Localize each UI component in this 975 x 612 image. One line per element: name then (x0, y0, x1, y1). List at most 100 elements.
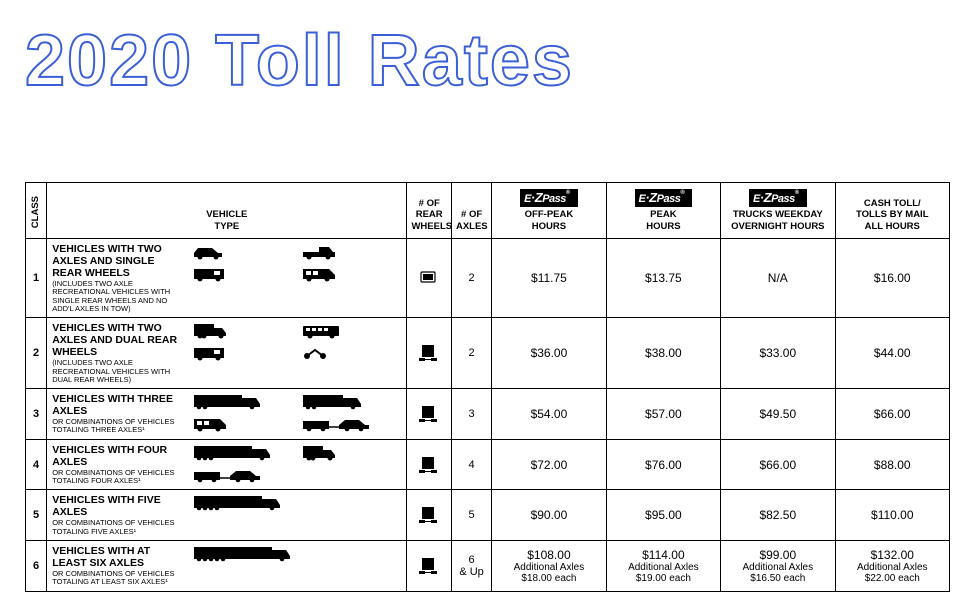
table-row: 2 VEHICLES WITH TWO AXLES AND DUAL REAR … (26, 318, 950, 389)
price-offpeak: $108.00Additional Axles$18.00 each (492, 540, 606, 591)
price-overnight: $33.00 (721, 318, 835, 389)
axle-count: 2 (451, 318, 491, 389)
header-overnight: E·ZPass® TRUCKS WEEKDAYOVERNIGHT HOURS (721, 183, 835, 239)
rear-wheel-icon-cell (407, 439, 452, 490)
price-overnight: $82.50 (721, 490, 835, 541)
vehicle-icon (192, 322, 293, 340)
toll-rate-table: CLASS VEHICLETYPE # OFREARWHEELS # OFAXL… (25, 182, 950, 592)
vehicle-icon (192, 243, 293, 261)
table-row: 5 VEHICLES WITH FIVE AXLES OR COMBINATIO… (26, 490, 950, 541)
vehicle-type-main: VEHICLES WITH THREE AXLES (52, 393, 182, 417)
vehicle-type-cell: VEHICLES WITH FIVE AXLES OR COMBINATIONS… (47, 490, 407, 541)
axle-count: 6& Up (451, 540, 491, 591)
class-number: 2 (26, 318, 47, 389)
price-offpeak: $72.00 (492, 439, 606, 490)
vehicle-type-main: VEHICLES WITH AT LEAST SIX AXLES (52, 545, 182, 569)
vehicle-icon (192, 265, 293, 283)
class-number: 5 (26, 490, 47, 541)
axle-count: 3 (451, 389, 491, 440)
vehicle-type-main: VEHICLES WITH FIVE AXLES (52, 494, 182, 518)
rear-wheel-icon-cell (407, 318, 452, 389)
vehicle-icon (192, 415, 293, 433)
vehicle-type-sub: OR COMBINATIONS OF VEHICLES TOTALING THR… (52, 418, 182, 435)
price-overnight: $99.00Additional Axles$16.50 each (721, 540, 835, 591)
vehicle-icon (301, 265, 402, 283)
header-peak: E·ZPass® PEAKHOURS (606, 183, 720, 239)
rear-wheel-icon-cell (407, 389, 452, 440)
vehicle-icon (301, 344, 402, 362)
header-class: CLASS (26, 183, 47, 239)
rear-wheel-icon-cell (407, 540, 452, 591)
price-cash: $132.00Additional Axles$22.00 each (835, 540, 949, 591)
vehicle-icon (301, 393, 402, 411)
price-offpeak: $90.00 (492, 490, 606, 541)
table-row: 6 VEHICLES WITH AT LEAST SIX AXLES OR CO… (26, 540, 950, 591)
vehicle-type-main: VEHICLES WITH TWO AXLES AND SINGLE REAR … (52, 243, 182, 279)
price-peak: $57.00 (606, 389, 720, 440)
table-row: 3 VEHICLES WITH THREE AXLES OR COMBINATI… (26, 389, 950, 440)
table-header-row: CLASS VEHICLETYPE # OFREARWHEELS # OFAXL… (26, 183, 950, 239)
rear-wheel-icon (412, 455, 446, 475)
table-row: 4 VEHICLES WITH FOUR AXLES OR COMBINATIO… (26, 439, 950, 490)
price-peak: $76.00 (606, 439, 720, 490)
vehicle-icon (192, 444, 293, 462)
vehicle-type-cell: VEHICLES WITH TWO AXLES AND DUAL REAR WH… (47, 318, 407, 389)
rear-wheel-icon-cell (407, 490, 452, 541)
rear-wheel-icon-cell (407, 238, 452, 317)
class-number: 4 (26, 439, 47, 490)
rear-wheel-icon (412, 343, 446, 363)
header-vehicle-type: VEHICLETYPE (47, 183, 407, 239)
class-number: 1 (26, 238, 47, 317)
price-peak: $13.75 (606, 238, 720, 317)
vehicle-type-sub: (INCLUDES TWO AXLE RECREATIONAL VEHICLES… (52, 359, 182, 384)
vehicle-type-sub: OR COMBINATIONS OF VEHICLES TOTALING FIV… (52, 519, 182, 536)
rear-wheel-icon (412, 404, 446, 424)
vehicle-icon (192, 466, 293, 484)
price-offpeak: $11.75 (492, 238, 606, 317)
price-overnight: $66.00 (721, 439, 835, 490)
price-cash: $88.00 (835, 439, 949, 490)
axle-count: 2 (451, 238, 491, 317)
price-peak: $114.00Additional Axles$19.00 each (606, 540, 720, 591)
vehicle-type-sub: (INCLUDES TWO AXLE RECREATIONAL VEHICLES… (52, 280, 182, 313)
price-cash: $66.00 (835, 389, 949, 440)
vehicle-icon (301, 322, 402, 340)
header-cash: CASH TOLL/TOLLS BY MAILALL HOURS (835, 183, 949, 239)
ezpass-logo: E·ZPass® (520, 189, 578, 207)
price-cash: $110.00 (835, 490, 949, 541)
price-offpeak: $54.00 (492, 389, 606, 440)
price-peak: $38.00 (606, 318, 720, 389)
vehicle-type-sub: OR COMBINATIONS OF VEHICLES TOTALING FOU… (52, 469, 182, 486)
header-rear-wheels: # OFREARWHEELS (407, 183, 452, 239)
vehicle-icon (192, 344, 293, 362)
axle-count: 4 (451, 439, 491, 490)
table-row: 1 VEHICLES WITH TWO AXLES AND SINGLE REA… (26, 238, 950, 317)
class-number: 3 (26, 389, 47, 440)
rear-wheel-icon (412, 505, 446, 525)
vehicle-icon (301, 444, 402, 462)
ezpass-logo: E·ZPass® (749, 189, 807, 207)
vehicle-type-cell: VEHICLES WITH AT LEAST SIX AXLES OR COMB… (47, 540, 407, 591)
vehicle-type-cell: VEHICLES WITH TWO AXLES AND SINGLE REAR … (47, 238, 407, 317)
header-axles: # OFAXLES (451, 183, 491, 239)
vehicle-type-main: VEHICLES WITH TWO AXLES AND DUAL REAR WH… (52, 322, 182, 358)
price-overnight: $49.50 (721, 389, 835, 440)
price-cash: $44.00 (835, 318, 949, 389)
rear-wheel-icon (412, 270, 446, 286)
vehicle-type-cell: VEHICLES WITH FOUR AXLES OR COMBINATIONS… (47, 439, 407, 490)
vehicle-icon (301, 243, 402, 261)
price-overnight: N/A (721, 238, 835, 317)
vehicle-icon (192, 393, 293, 411)
vehicle-type-sub: OR COMBINATIONS OF VEHICLES TOTALING AT … (52, 570, 182, 587)
vehicle-type-main: VEHICLES WITH FOUR AXLES (52, 444, 182, 468)
vehicle-icon (192, 545, 401, 563)
header-offpeak: E·ZPass® OFF-PEAKHOURS (492, 183, 606, 239)
price-offpeak: $36.00 (492, 318, 606, 389)
vehicle-icon (301, 415, 402, 433)
vehicle-type-cell: VEHICLES WITH THREE AXLES OR COMBINATION… (47, 389, 407, 440)
page-title: 2020 Toll Rates (25, 20, 950, 102)
rear-wheel-icon (412, 556, 446, 576)
axle-count: 5 (451, 490, 491, 541)
vehicle-icon (192, 494, 401, 512)
price-peak: $95.00 (606, 490, 720, 541)
